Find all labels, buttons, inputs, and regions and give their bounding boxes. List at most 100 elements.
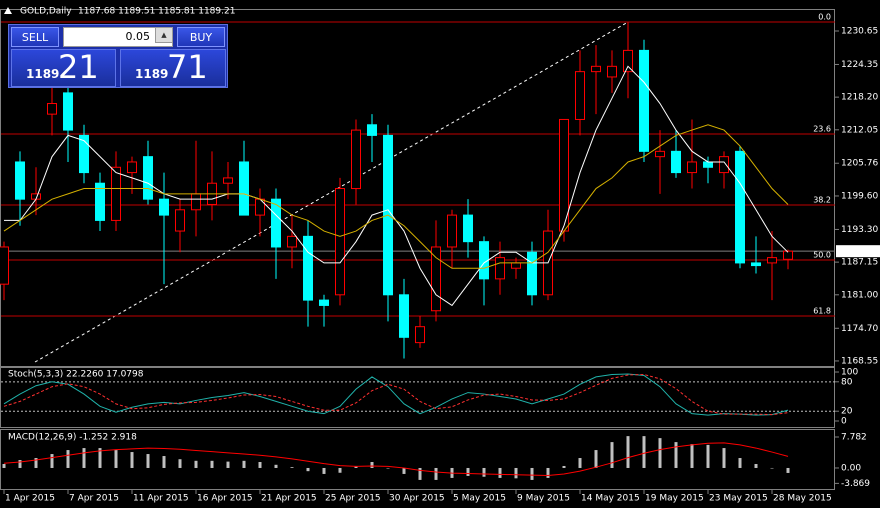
candle-body (447, 214, 457, 248)
y-tick-label: 1168.55 (841, 356, 878, 366)
moving-average (4, 65, 789, 307)
stoch-frame (0, 367, 835, 428)
histogram-bar (258, 462, 262, 468)
candle-body (511, 262, 521, 269)
trade-panel: SELL ▼ 0.05 ▲ BUY 1189 21 1189 71 (8, 24, 228, 88)
candle-body (159, 198, 169, 216)
candle-body (751, 262, 761, 267)
candle-body (223, 177, 233, 184)
y-tick-label: 0.00 (841, 463, 861, 473)
ask-price[interactable]: 1189 71 (120, 48, 226, 87)
histogram-bar (770, 467, 774, 469)
candle-body (95, 182, 105, 221)
candle-body (719, 156, 729, 174)
histogram-bar (130, 452, 134, 468)
symbol-title: GOLD,Daily (20, 7, 72, 17)
price-tag-box (836, 245, 880, 258)
histogram-bar (114, 450, 118, 468)
candle-body (671, 150, 681, 174)
candle-body (111, 166, 121, 221)
histogram-bar (290, 467, 294, 468)
x-tick-label: 5 May 2015 (453, 494, 506, 504)
x-tick-label: 21 Apr 2015 (261, 494, 317, 504)
stoch-line (3, 373, 789, 416)
histogram-bar (754, 463, 758, 468)
histogram-bar (482, 467, 486, 477)
candle-body (319, 299, 329, 306)
fib-label: 23.6 (813, 124, 831, 133)
histogram-bar (594, 450, 598, 468)
candle-body (351, 129, 361, 190)
histogram-bar (610, 442, 614, 468)
bid-big: 1189 (26, 67, 60, 81)
candle-body (591, 65, 601, 73)
candle-body (623, 49, 633, 73)
histogram-bar (434, 467, 438, 480)
menu-icon[interactable] (4, 7, 12, 14)
histogram-bar (162, 456, 166, 468)
candle-body (735, 150, 745, 264)
histogram-bar (626, 436, 630, 468)
histogram-bar (354, 465, 358, 468)
bid-price[interactable]: 1189 21 (11, 48, 116, 87)
candle-body (0, 246, 9, 285)
histogram-bar (738, 458, 742, 468)
histogram-bar (722, 448, 726, 468)
candle-body (335, 188, 345, 296)
y-tick-label: 1181.00 (841, 290, 878, 300)
candle-body (367, 124, 377, 136)
x-tick-label: 19 May 2015 (645, 494, 704, 504)
sell-button[interactable]: SELL (11, 27, 59, 47)
candle-body (63, 92, 73, 131)
signal-line (3, 442, 789, 477)
x-tick-label: 7 Apr 2015 (69, 494, 119, 504)
macd-title: MACD(12,26,9) -1.252 2.918 (8, 433, 137, 443)
y-tick-label: 1224.35 (841, 60, 878, 70)
histogram-bar (178, 459, 182, 468)
y-tick-label: 1187.15 (841, 258, 878, 268)
histogram-bar (386, 467, 390, 469)
lot-up[interactable]: ▲ (155, 27, 173, 43)
y-tick-label: 7.782 (841, 432, 867, 442)
fib-label: 0.0 (818, 13, 831, 22)
candle-body (767, 257, 777, 264)
histogram-bar (50, 454, 54, 468)
candle-body (495, 257, 505, 280)
histogram-bar (418, 467, 422, 480)
y-tick-label: 20 (841, 407, 853, 417)
macd-frame (0, 429, 835, 490)
candle-body (303, 235, 313, 301)
histogram-bar (706, 444, 710, 468)
candle-body (527, 251, 537, 296)
y-tick-label: 1212.05 (841, 125, 878, 135)
histogram-bar (642, 436, 646, 468)
histogram-bar (242, 460, 246, 468)
x-tick-label: 14 May 2015 (581, 494, 640, 504)
candle-body (607, 65, 617, 78)
histogram-bar (274, 464, 278, 468)
candle-body (639, 49, 649, 152)
histogram-bar (402, 467, 406, 474)
price-tag: 1189.21 (839, 247, 876, 257)
candle-body (191, 193, 201, 211)
candle-body (127, 161, 137, 174)
histogram-bar (530, 467, 534, 480)
buy-button[interactable]: BUY (177, 27, 225, 47)
candle-body (463, 214, 473, 243)
candle-body (143, 156, 153, 200)
candle-body (15, 161, 25, 200)
x-tick-label: 1 Apr 2015 (5, 494, 55, 504)
x-tick-label: 28 May 2015 (773, 494, 832, 504)
candle-body (431, 246, 441, 312)
moving-average (3, 124, 789, 269)
histogram-bar (338, 467, 342, 473)
x-tick-label: 11 Apr 2015 (133, 494, 189, 504)
candle-body (687, 161, 697, 174)
candle-body (287, 235, 297, 248)
fib-label: 50.0 (813, 250, 831, 259)
histogram-bar (66, 450, 70, 468)
y-tick-label: 1205.76 (841, 159, 878, 169)
histogram-bar (306, 467, 310, 472)
histogram-bar (34, 458, 38, 468)
